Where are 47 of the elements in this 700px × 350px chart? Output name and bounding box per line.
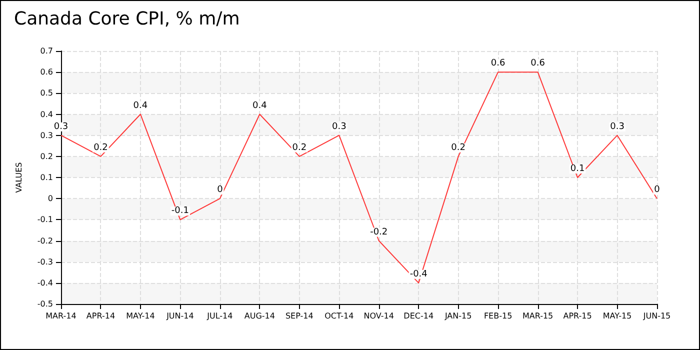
data-label: 0.3 — [610, 122, 624, 132]
y-tick-label: -0.5 — [37, 300, 53, 308]
x-tick-label: JAN-15 — [444, 312, 472, 320]
data-label: 0 — [654, 185, 660, 196]
x-tick-label: AUG-14 — [244, 312, 275, 320]
y-tick-label: 0.5 — [40, 88, 53, 98]
data-label: 0.3 — [54, 122, 68, 132]
y-tick-label: 0.3 — [40, 130, 53, 140]
x-tick-label: JUN-15 — [642, 312, 671, 320]
x-tick-label: OCT-14 — [324, 312, 354, 320]
y-tick-label: -0.3 — [37, 257, 53, 266]
x-tick-label: SEP-14 — [285, 312, 314, 320]
x-tick-label: DEC-14 — [404, 312, 434, 320]
y-tick-label: 0.6 — [40, 68, 53, 77]
data-label: 0.2 — [451, 142, 466, 153]
y-tick-label: 0.7 — [40, 46, 53, 56]
data-label: 0.3 — [332, 122, 346, 132]
x-tick-label: FEB-15 — [484, 312, 512, 320]
x-tick-label: MAR-15 — [522, 312, 554, 320]
data-label: -0.4 — [410, 269, 428, 280]
y-tick-label: 0 — [48, 194, 53, 204]
x-tick-label: MAY-15 — [602, 312, 632, 320]
data-label: 0.2 — [94, 142, 108, 153]
data-label: 0.6 — [490, 58, 506, 69]
data-label: 0.6 — [530, 58, 546, 69]
data-label: 0.1 — [570, 164, 585, 174]
data-label: 0.4 — [133, 100, 148, 111]
y-tick-label: 0.1 — [40, 173, 53, 182]
x-tick-label: APR-15 — [563, 312, 592, 320]
data-label: -0.1 — [171, 206, 189, 216]
y-axis-title: VALUES — [14, 162, 24, 193]
data-label: 0.2 — [292, 142, 307, 153]
data-label: -0.2 — [370, 227, 388, 238]
data-label: 0 — [217, 185, 224, 196]
x-tick-label: MAR-14 — [46, 312, 76, 320]
y-tick-label: -0.4 — [37, 278, 53, 288]
data-label: 0.4 — [252, 100, 268, 111]
chart-title: Canada Core CPI, % m/m — [14, 8, 240, 30]
y-tick-label: 0.2 — [40, 152, 53, 161]
x-tick-label: NOV-14 — [364, 312, 394, 320]
y-tick-label: 0.4 — [40, 110, 53, 119]
y-tick-label: -0.1 — [37, 215, 53, 224]
x-tick-label: JUN-14 — [166, 312, 194, 320]
x-tick-label: MAY-14 — [126, 312, 155, 320]
x-tick-label: JUL-14 — [206, 312, 233, 320]
x-tick-label: APR-14 — [86, 312, 116, 320]
y-tick-label: -0.2 — [37, 236, 53, 246]
